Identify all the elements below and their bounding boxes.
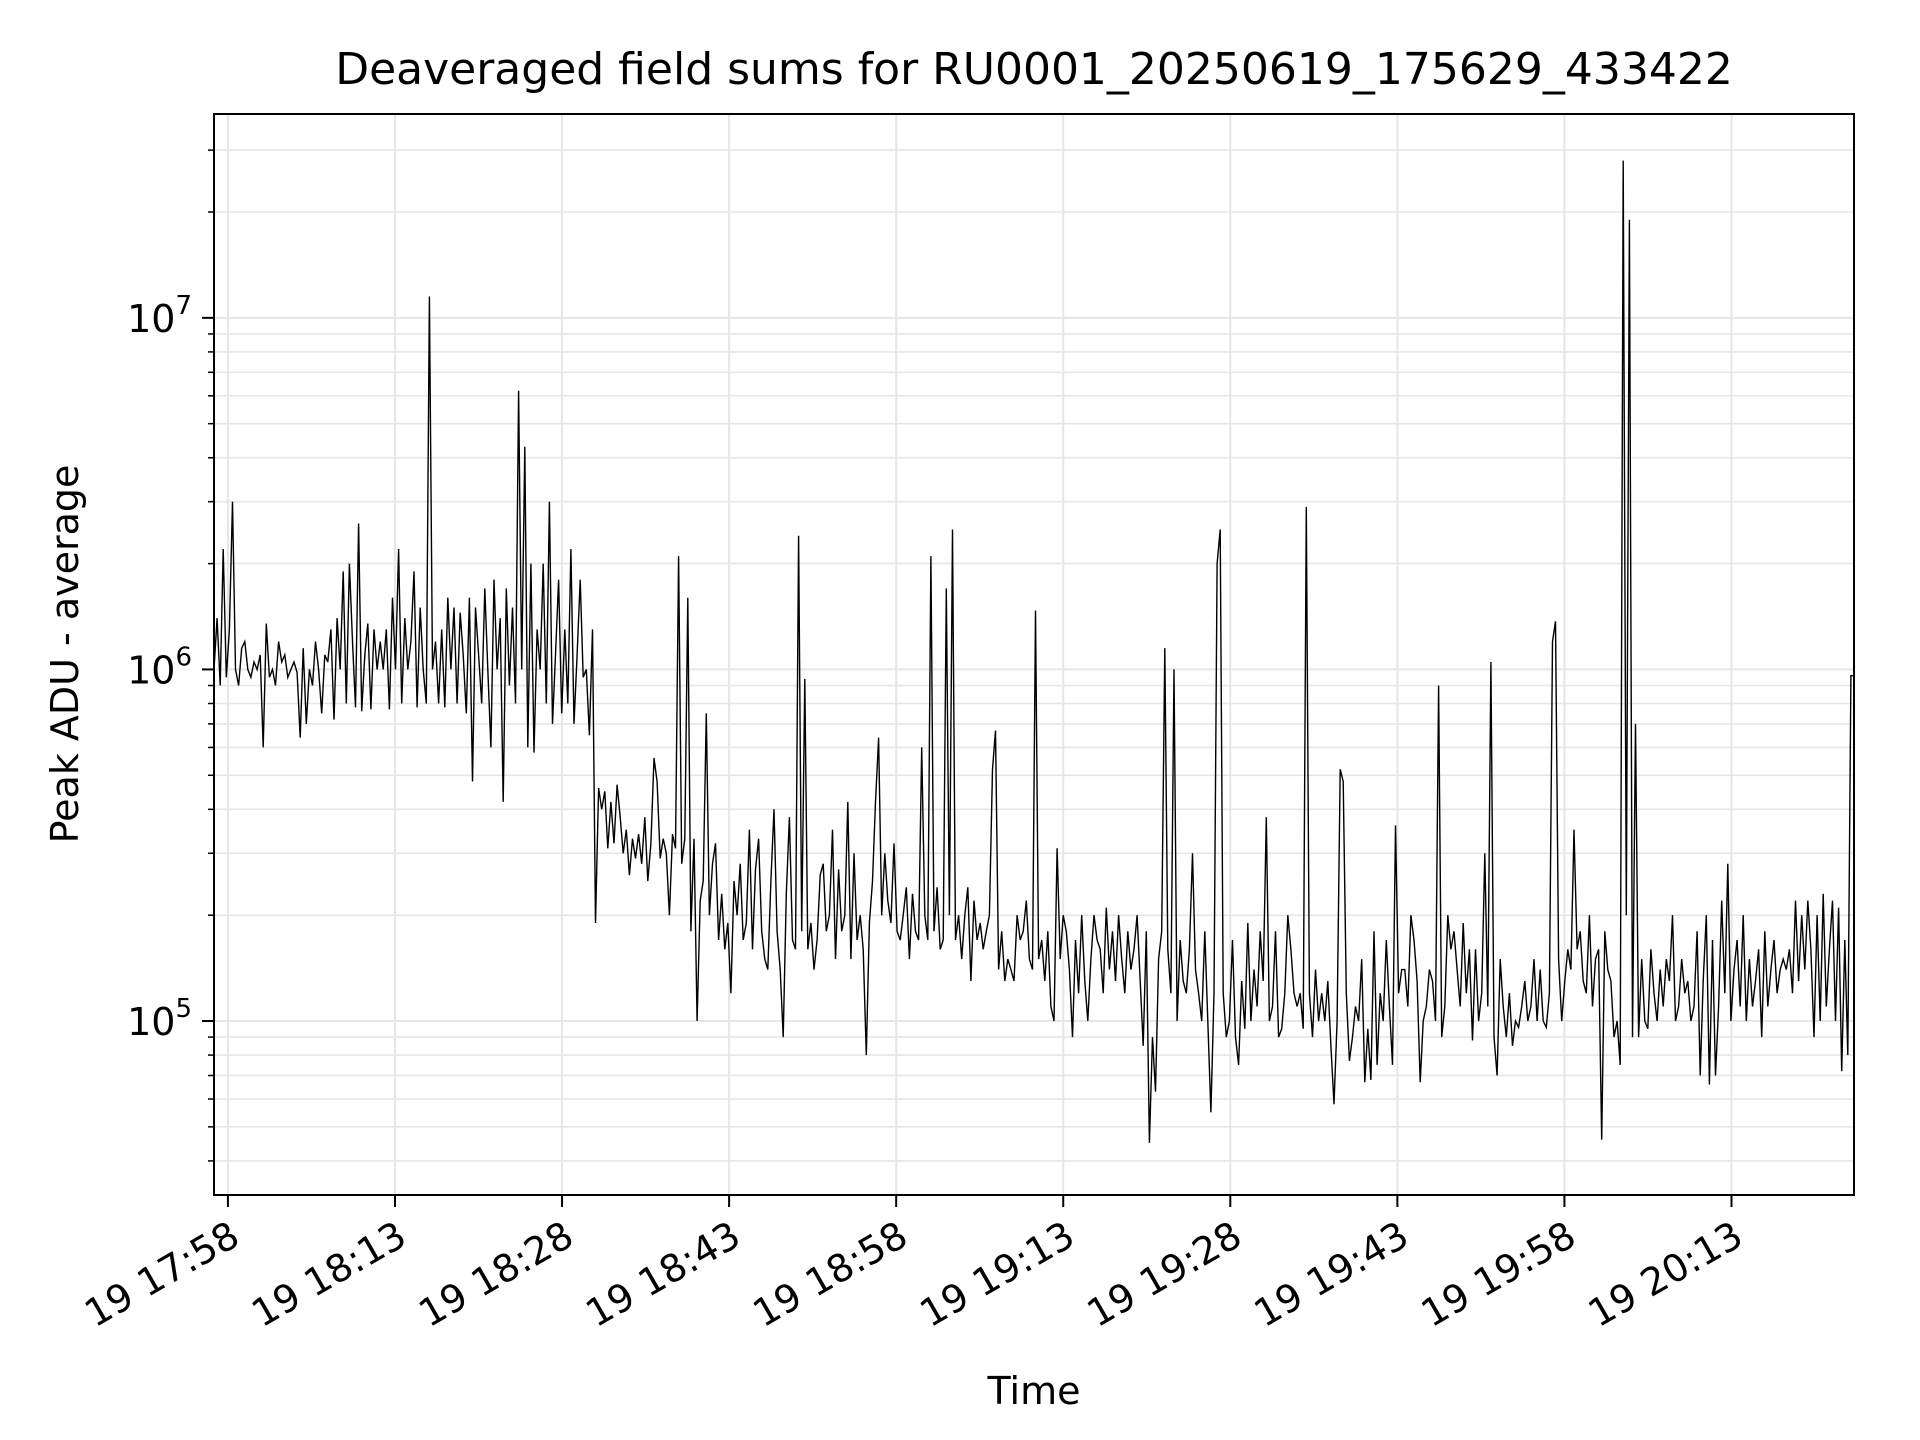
y-tick-label: 107 bbox=[127, 291, 192, 341]
y-tick-label: 105 bbox=[127, 994, 192, 1044]
plot-frame bbox=[213, 113, 1855, 1196]
series-line-0 bbox=[213, 160, 1854, 1143]
x-axis-label: Time bbox=[987, 1369, 1081, 1413]
y-axis-label: Peak ADU - average bbox=[43, 465, 87, 844]
series-line-group bbox=[213, 160, 1854, 1143]
y-tick-label: 106 bbox=[127, 642, 192, 692]
chart-title: Deaveraged field sums for RU0001_2025061… bbox=[335, 44, 1733, 95]
